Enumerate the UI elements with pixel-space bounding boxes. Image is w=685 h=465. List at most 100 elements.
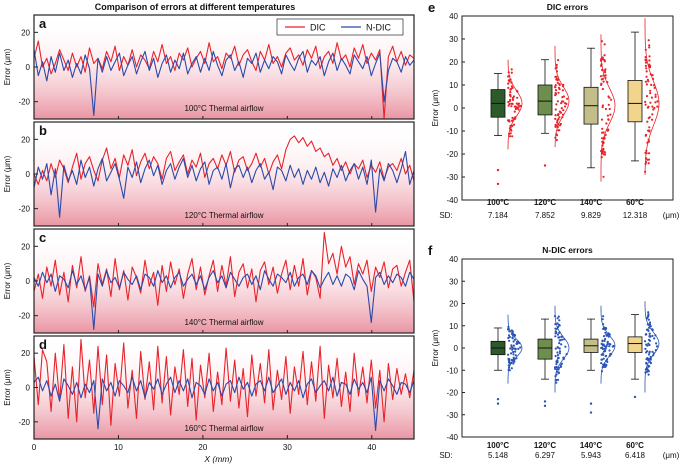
data-point <box>652 108 655 111</box>
data-point <box>556 378 560 381</box>
data-point <box>507 79 510 82</box>
data-point <box>647 369 650 372</box>
legend-label-dic: DIC <box>310 23 326 33</box>
data-point <box>602 350 606 353</box>
data-point <box>557 118 560 121</box>
data-point <box>511 336 514 339</box>
data-point <box>601 77 605 80</box>
data-point <box>647 329 650 332</box>
box-panel-e: 40 30 20 10 0 -10 -20 -30 -40 Error (μm) DIC error… <box>428 0 680 220</box>
data-point <box>644 100 647 103</box>
data-point <box>647 353 651 356</box>
data-point <box>600 358 603 361</box>
data-point <box>558 342 561 345</box>
data-point <box>604 355 607 358</box>
data-point <box>601 352 604 355</box>
y-axis-label: Error (μm) <box>431 329 440 366</box>
panel-annotation: 100°C Thermal airflow <box>184 104 263 113</box>
y-tick-label: 20 <box>449 58 458 67</box>
data-point <box>647 39 650 42</box>
data-point <box>555 327 558 330</box>
box-group: 60°C 12.318 <box>623 18 660 220</box>
data-point <box>602 153 605 156</box>
data-point <box>517 347 520 350</box>
data-point <box>509 94 512 97</box>
data-point <box>645 75 648 78</box>
data-point <box>507 100 510 104</box>
y-tick-label: -40 <box>446 196 458 205</box>
data-point <box>566 97 569 100</box>
data-point <box>508 339 511 342</box>
data-point <box>515 342 518 345</box>
data-point <box>511 102 514 105</box>
y-axis-label: Error (μm) <box>3 262 12 299</box>
data-point <box>645 83 649 86</box>
data-point <box>556 81 559 84</box>
data-point <box>511 96 514 100</box>
y-axis-label: Error (μm) <box>3 48 12 85</box>
data-point <box>508 135 512 138</box>
density-curve <box>600 305 616 384</box>
data-point <box>560 107 563 110</box>
data-point <box>555 331 558 334</box>
y-tick-label: -20 <box>18 312 30 321</box>
y-tick-label: -20 <box>446 150 458 159</box>
data-point <box>651 118 654 121</box>
data-point <box>656 105 659 108</box>
data-point <box>555 75 558 78</box>
data-point <box>608 345 611 348</box>
data-point <box>648 55 651 58</box>
data-point <box>556 100 560 103</box>
data-point <box>645 95 649 98</box>
data-point <box>557 368 560 371</box>
data-point <box>508 369 511 372</box>
data-point <box>558 83 561 86</box>
y-tick-label: 20 <box>449 300 458 309</box>
data-point <box>557 86 561 89</box>
data-point <box>507 82 510 85</box>
data-point <box>611 345 614 348</box>
outlier-point <box>496 182 500 186</box>
data-point <box>510 367 513 370</box>
data-point <box>603 344 606 347</box>
figure-title: Comparison of errors at different temper… <box>95 2 296 12</box>
data-point <box>564 102 567 105</box>
box <box>627 336 643 353</box>
data-point <box>647 129 650 132</box>
data-point <box>602 175 605 178</box>
data-point <box>648 44 651 47</box>
sd-unit: (μm) <box>663 451 680 460</box>
y-tick-label: -20 <box>446 389 458 398</box>
data-point <box>512 340 515 343</box>
data-point <box>601 127 604 130</box>
data-point <box>643 340 647 343</box>
data-point <box>558 116 561 119</box>
line-panel-a: 20 0 -20 Error (μm) a 100°C Thermal airflow DI… <box>3 14 415 120</box>
data-point <box>651 334 654 337</box>
y-tick-label: 20 <box>21 28 30 37</box>
data-point <box>508 359 511 362</box>
data-point <box>507 353 510 356</box>
y-tick-label: -30 <box>446 173 458 182</box>
data-point <box>647 313 650 316</box>
data-point <box>600 137 604 140</box>
data-point <box>608 349 611 352</box>
group-label: 140°C <box>580 198 603 207</box>
data-point <box>560 335 563 338</box>
data-point <box>506 328 510 331</box>
box <box>627 80 643 123</box>
data-point <box>648 152 651 155</box>
y-tick-label: -40 <box>446 433 458 442</box>
density-curve <box>644 18 660 175</box>
group-label: 60°C <box>626 441 644 450</box>
data-point <box>645 70 648 73</box>
density-curve <box>507 59 523 150</box>
data-point <box>556 317 559 320</box>
panel-title: N-DIC errors <box>542 245 593 255</box>
y-tick-label: -30 <box>446 411 458 420</box>
data-point <box>645 362 648 365</box>
outlier-point <box>589 402 593 405</box>
density-curve <box>644 301 660 393</box>
data-point <box>558 347 561 350</box>
density-curve <box>554 305 570 393</box>
